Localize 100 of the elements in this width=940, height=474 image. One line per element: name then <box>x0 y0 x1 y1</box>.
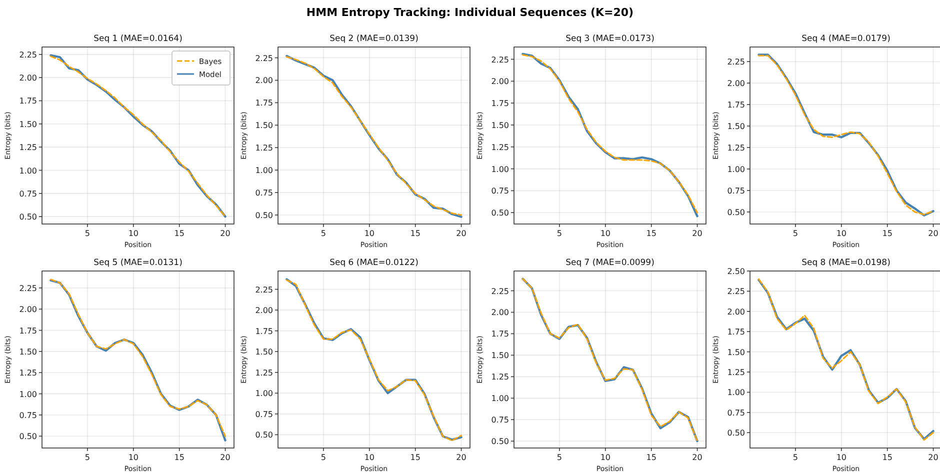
y-tick-label: 0.75 <box>727 186 745 196</box>
y-tick-label: 2.00 <box>255 306 273 316</box>
y-tick-label: 0.75 <box>255 188 273 198</box>
y-tick-label: 0.75 <box>491 416 509 425</box>
y-tick-label: 1.25 <box>727 144 745 153</box>
x-tick-label: 15 <box>174 453 184 462</box>
y-tick-label: 0.75 <box>255 410 273 419</box>
x-tick-label: 5 <box>84 229 90 238</box>
x-tick-label: 5 <box>556 229 562 238</box>
y-tick-label: 1.75 <box>19 326 37 336</box>
y-tick-label: 1.00 <box>19 166 37 176</box>
y-tick-label: 2.25 <box>19 50 37 60</box>
x-tick-label: 10 <box>128 453 138 462</box>
chart-title: Seq 3 (MAE=0.0173) <box>566 34 654 44</box>
x-tick-label: 20 <box>692 453 702 462</box>
y-tick-label: 0.50 <box>255 211 273 220</box>
x-tick-label: 20 <box>928 229 938 238</box>
x-tick-label: 10 <box>836 453 846 462</box>
y-tick-label: 0.50 <box>255 430 273 440</box>
x-tick-label: 5 <box>320 229 326 238</box>
x-tick-label: 10 <box>128 229 138 238</box>
y-tick-label: 0.50 <box>491 437 509 446</box>
y-tick-label: 2.00 <box>491 308 509 318</box>
y-tick-label: 1.25 <box>491 142 509 152</box>
x-tick-label: 20 <box>220 229 230 238</box>
y-tick-label: 2.00 <box>727 307 745 316</box>
y-tick-label: 2.00 <box>727 79 745 88</box>
y-tick-label: 2.25 <box>255 285 273 294</box>
y-tick-label: 1.75 <box>727 100 745 110</box>
x-tick-label: 20 <box>220 453 230 462</box>
x-tick-label: 15 <box>174 229 184 238</box>
x-tick-label: 15 <box>646 453 656 462</box>
chart-title: Seq 5 (MAE=0.0131) <box>94 258 182 268</box>
y-tick-label: 1.00 <box>727 165 745 174</box>
chart-title: Seq 6 (MAE=0.0122) <box>330 258 418 268</box>
y-tick-label: 0.50 <box>491 208 509 218</box>
chart-title: Seq 1 (MAE=0.0164) <box>94 34 182 44</box>
x-tick-label: 5 <box>84 453 90 462</box>
x-tick-label: 15 <box>882 229 892 238</box>
y-tick-label: 2.25 <box>491 286 509 296</box>
x-tick-label: 15 <box>410 453 420 462</box>
y-tick-label: 1.00 <box>19 390 37 399</box>
y-tick-label: 0.50 <box>727 428 745 438</box>
y-tick-label: 2.25 <box>491 55 509 64</box>
x-tick-label: 10 <box>364 229 374 238</box>
x-tick-label: 15 <box>410 229 420 238</box>
y-tick-label: 2.25 <box>727 58 745 67</box>
chart-title: Seq 8 (MAE=0.0198) <box>802 258 890 268</box>
x-tick-label: 15 <box>646 229 656 238</box>
y-tick-label: 2.00 <box>19 74 37 83</box>
y-tick-label: 2.25 <box>19 284 37 293</box>
y-tick-label: 0.50 <box>19 432 37 442</box>
y-tick-label: 2.25 <box>727 287 745 296</box>
y-tick-label: 1.50 <box>727 122 745 132</box>
y-tick-label: 1.25 <box>491 372 509 382</box>
chart-title: Seq 4 (MAE=0.0179) <box>802 34 890 44</box>
x-tick-label: 10 <box>836 229 846 238</box>
y-tick-label: 2.00 <box>255 76 273 86</box>
y-tick-label: 0.75 <box>19 410 37 420</box>
y-tick-label: 1.50 <box>255 121 273 130</box>
y-tick-label: 0.75 <box>491 186 509 196</box>
y-tick-label: 1.25 <box>255 368 273 378</box>
y-tick-label: 1.75 <box>491 330 509 339</box>
y-tick-label: 1.50 <box>491 120 509 130</box>
chart-title: Seq 7 (MAE=0.0099) <box>566 258 654 268</box>
y-tick-label: 2.50 <box>727 267 745 276</box>
text: HMM Entropy Tracking: Individual Sequences (K=20) <box>306 6 634 19</box>
x-tick-label: 10 <box>600 453 610 462</box>
y-tick-label: 1.25 <box>727 368 745 378</box>
y-tick-label: 1.00 <box>491 164 509 174</box>
y-tick-label: 1.75 <box>19 96 37 106</box>
y-tick-label: 0.50 <box>19 212 37 222</box>
y-tick-label: 1.50 <box>727 348 745 357</box>
x-tick-label: 5 <box>792 229 798 238</box>
y-tick-label: 1.50 <box>491 351 509 360</box>
x-tick-label: 15 <box>882 453 892 462</box>
y-tick-label: 2.00 <box>491 77 509 86</box>
y-tick-label: 0.75 <box>727 408 745 418</box>
x-tick-label: 20 <box>928 453 938 462</box>
y-tick-label: 1.75 <box>491 99 509 108</box>
y-tick-label: 1.25 <box>255 144 273 153</box>
x-tick-label: 10 <box>600 229 610 238</box>
x-tick-label: 20 <box>456 453 466 462</box>
x-tick-label: 10 <box>364 453 374 462</box>
y-tick-label: 1.00 <box>491 394 509 404</box>
y-tick-label: 1.50 <box>255 348 273 357</box>
x-tick-label: 5 <box>556 453 562 462</box>
y-tick-label: 1.50 <box>19 347 37 356</box>
y-tick-label: 2.00 <box>19 305 37 314</box>
y-tick-label: 1.75 <box>727 328 745 337</box>
x-tick-label: 5 <box>792 453 798 462</box>
y-tick-label: 1.50 <box>19 120 37 129</box>
y-tick-label: 1.75 <box>255 98 273 108</box>
y-tick-label: 1.75 <box>255 326 273 336</box>
y-tick-label: 2.25 <box>255 54 273 63</box>
y-tick-label: 0.75 <box>19 189 37 198</box>
y-tick-label: 1.00 <box>255 389 273 398</box>
y-tick-label: 1.25 <box>19 143 37 152</box>
y-tick-label: 1.00 <box>255 166 273 176</box>
x-tick-label: 20 <box>692 229 702 238</box>
